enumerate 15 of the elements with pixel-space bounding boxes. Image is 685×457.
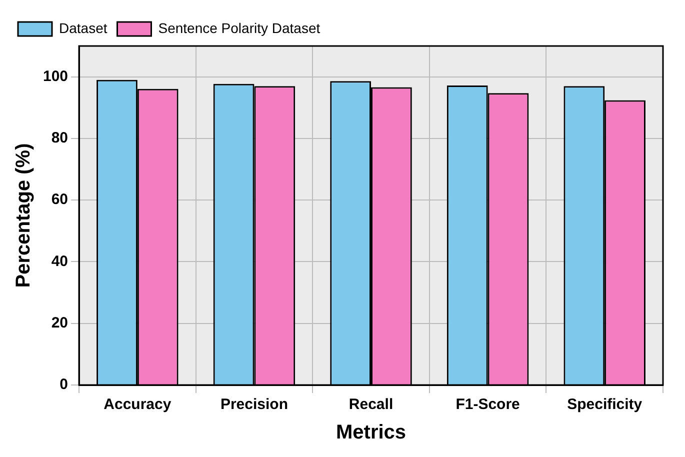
y-tick-label: 20 — [51, 314, 68, 332]
x-tick-label: Specificity — [567, 396, 643, 414]
x-tick-label: Accuracy — [104, 396, 172, 414]
y-tick-label: 0 — [60, 376, 68, 394]
y-tick-label: 40 — [51, 252, 68, 270]
y-tick-label: 80 — [51, 130, 68, 147]
y-axis-title: Percentage (%) — [12, 143, 35, 288]
x-tick-label: Recall — [348, 396, 394, 414]
legend-label: Sentence Polarity Dataset — [158, 20, 320, 36]
x-tick-label: F1-Score — [456, 396, 520, 414]
y-tick-label: 100 — [42, 68, 68, 85]
x-axis-title: Metrics — [336, 422, 406, 444]
y-tick-label: 60 — [51, 191, 68, 208]
x-tick-label: Precision — [220, 396, 288, 414]
legend-label: Dataset — [59, 20, 108, 36]
